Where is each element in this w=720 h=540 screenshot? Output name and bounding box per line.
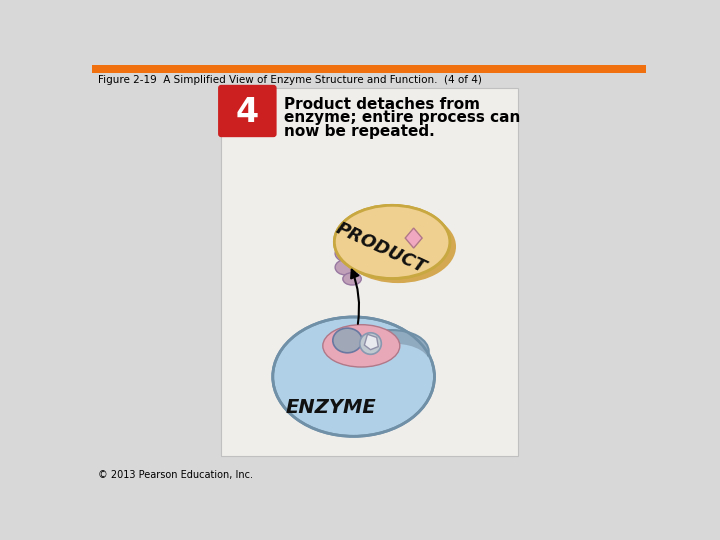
Text: Figure 2-19  A Simplified View of Enzyme Structure and Function.  (4 of 4): Figure 2-19 A Simplified View of Enzyme … (98, 75, 482, 85)
Ellipse shape (360, 333, 382, 354)
Text: 4: 4 (235, 96, 259, 129)
Ellipse shape (343, 273, 361, 285)
Text: ENZYME: ENZYME (285, 398, 376, 417)
Ellipse shape (334, 205, 450, 279)
Ellipse shape (361, 330, 431, 384)
Text: Product detaches from: Product detaches from (284, 97, 480, 112)
Text: now be repeated.: now be repeated. (284, 124, 435, 139)
Text: enzyme; entire process can: enzyme; entire process can (284, 111, 521, 125)
Ellipse shape (356, 330, 428, 373)
FancyBboxPatch shape (221, 88, 518, 456)
Ellipse shape (335, 260, 356, 275)
Ellipse shape (341, 210, 456, 283)
Text: © 2013 Pearson Education, Inc.: © 2013 Pearson Education, Inc. (98, 470, 253, 480)
Polygon shape (364, 334, 378, 350)
Ellipse shape (333, 328, 362, 353)
Ellipse shape (334, 205, 450, 279)
Ellipse shape (335, 245, 360, 262)
Ellipse shape (361, 344, 431, 386)
Bar (92, 65, 647, 72)
Ellipse shape (273, 317, 434, 436)
Text: PRODUCT: PRODUCT (333, 219, 428, 277)
FancyBboxPatch shape (218, 85, 276, 137)
Polygon shape (405, 228, 422, 248)
Ellipse shape (323, 325, 400, 367)
